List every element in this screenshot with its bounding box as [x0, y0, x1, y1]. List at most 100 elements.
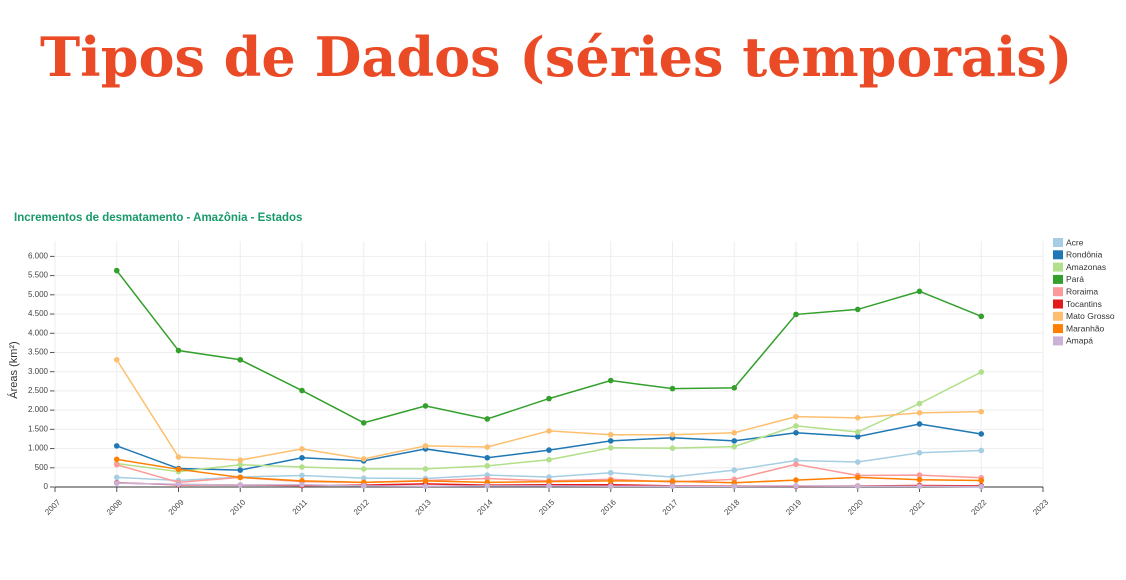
- data-point: [237, 356, 244, 363]
- data-point: [299, 472, 305, 479]
- data-point: [237, 457, 244, 463]
- data-point: [607, 478, 614, 484]
- data-point: [916, 472, 923, 478]
- data-point: [175, 481, 182, 488]
- x-tick-label: 2012: [352, 497, 371, 516]
- data-point: [113, 267, 120, 274]
- x-tick-label: 2018: [722, 497, 741, 516]
- x-tick-label: 2022: [969, 497, 988, 516]
- y-tick-label: 5.000: [28, 290, 49, 299]
- data-point: [360, 466, 367, 472]
- data-point: [113, 474, 120, 481]
- data-point: [484, 475, 491, 482]
- data-point: [731, 438, 738, 444]
- data-point: [854, 306, 861, 313]
- data-point: [731, 467, 738, 473]
- x-tick-label: 2009: [167, 497, 186, 516]
- data-point: [299, 446, 305, 452]
- y-tick-label: 5.500: [28, 271, 49, 280]
- data-point: [299, 387, 305, 394]
- data-point: [669, 478, 676, 485]
- data-point: [237, 467, 244, 473]
- legend-swatch: [1053, 274, 1063, 284]
- data-point: [422, 483, 429, 490]
- data-point: [422, 443, 429, 449]
- data-point: [546, 395, 552, 402]
- data-point: [113, 356, 120, 363]
- legend-swatch: [1053, 336, 1063, 346]
- data-point: [175, 466, 182, 473]
- data-point: [854, 429, 861, 435]
- data-point: [360, 483, 367, 489]
- data-point: [546, 456, 552, 463]
- chart-title: Incrementos de desmatamento - Amazônia -…: [14, 212, 302, 224]
- data-point: [854, 459, 861, 465]
- data-point: [299, 454, 305, 461]
- data-point: [978, 369, 985, 375]
- x-tick-label: 2019: [784, 497, 803, 516]
- y-tick-label: 4.500: [28, 309, 49, 318]
- legend-label: Tocantins: [1066, 299, 1102, 309]
- data-point: [113, 456, 120, 463]
- slide-title: Tipos de Dados (séries temporais): [40, 25, 1072, 89]
- data-point: [793, 483, 799, 489]
- data-point: [854, 483, 861, 490]
- data-point: [793, 457, 799, 464]
- x-tick-label: 2023: [1031, 497, 1050, 516]
- data-point: [731, 385, 738, 391]
- legend-label: Roraima: [1066, 286, 1098, 296]
- data-point: [546, 474, 552, 480]
- data-point: [916, 483, 923, 490]
- y-tick-label: 1.000: [28, 444, 49, 453]
- data-point: [854, 415, 861, 421]
- data-point: [175, 347, 182, 354]
- legend-swatch: [1053, 311, 1063, 321]
- y-tick-label: 500: [35, 463, 49, 472]
- x-tick-label: 2011: [291, 497, 310, 516]
- legend-swatch: [1053, 250, 1063, 260]
- legend-swatch: [1053, 324, 1063, 334]
- data-point: [484, 483, 491, 489]
- x-tick-label: 2013: [414, 497, 433, 516]
- legend-swatch: [1053, 238, 1063, 247]
- data-point: [299, 478, 305, 484]
- data-point: [237, 461, 244, 468]
- data-point: [422, 466, 429, 472]
- data-point: [731, 483, 738, 490]
- y-tick-label: 2.500: [28, 386, 49, 395]
- x-tick-label: 2014: [475, 497, 494, 516]
- x-tick-label: 2007: [43, 497, 62, 516]
- x-tick-label: 2016: [599, 497, 618, 516]
- data-point: [607, 444, 614, 451]
- data-point: [978, 447, 985, 454]
- data-point: [854, 433, 861, 440]
- data-point: [978, 313, 985, 320]
- legend-label: Rondônia: [1066, 250, 1103, 260]
- data-point: [175, 454, 182, 460]
- y-tick-label: 6.000: [28, 251, 49, 260]
- data-point: [978, 477, 985, 484]
- data-point: [360, 420, 367, 426]
- data-point: [916, 421, 923, 427]
- legend-label: Mato Grosso: [1066, 311, 1115, 321]
- data-point: [422, 403, 429, 409]
- x-tick-label: 2017: [661, 497, 680, 516]
- data-point: [669, 431, 676, 438]
- data-point: [731, 443, 738, 450]
- data-point: [113, 443, 120, 449]
- data-point: [854, 474, 861, 481]
- legend-swatch: [1053, 262, 1063, 272]
- legend-label: Maranhão: [1066, 323, 1105, 333]
- data-point: [484, 454, 491, 461]
- x-tick-label: 2020: [846, 497, 865, 516]
- legend-label: Amapá: [1066, 336, 1093, 346]
- x-tick-label: 2015: [537, 497, 556, 516]
- data-point: [978, 408, 985, 415]
- data-point: [916, 400, 923, 407]
- legend-swatch: [1053, 299, 1063, 309]
- data-point: [978, 483, 985, 490]
- x-tick-label: 2010: [228, 497, 247, 516]
- y-tick-label: 0: [44, 482, 49, 491]
